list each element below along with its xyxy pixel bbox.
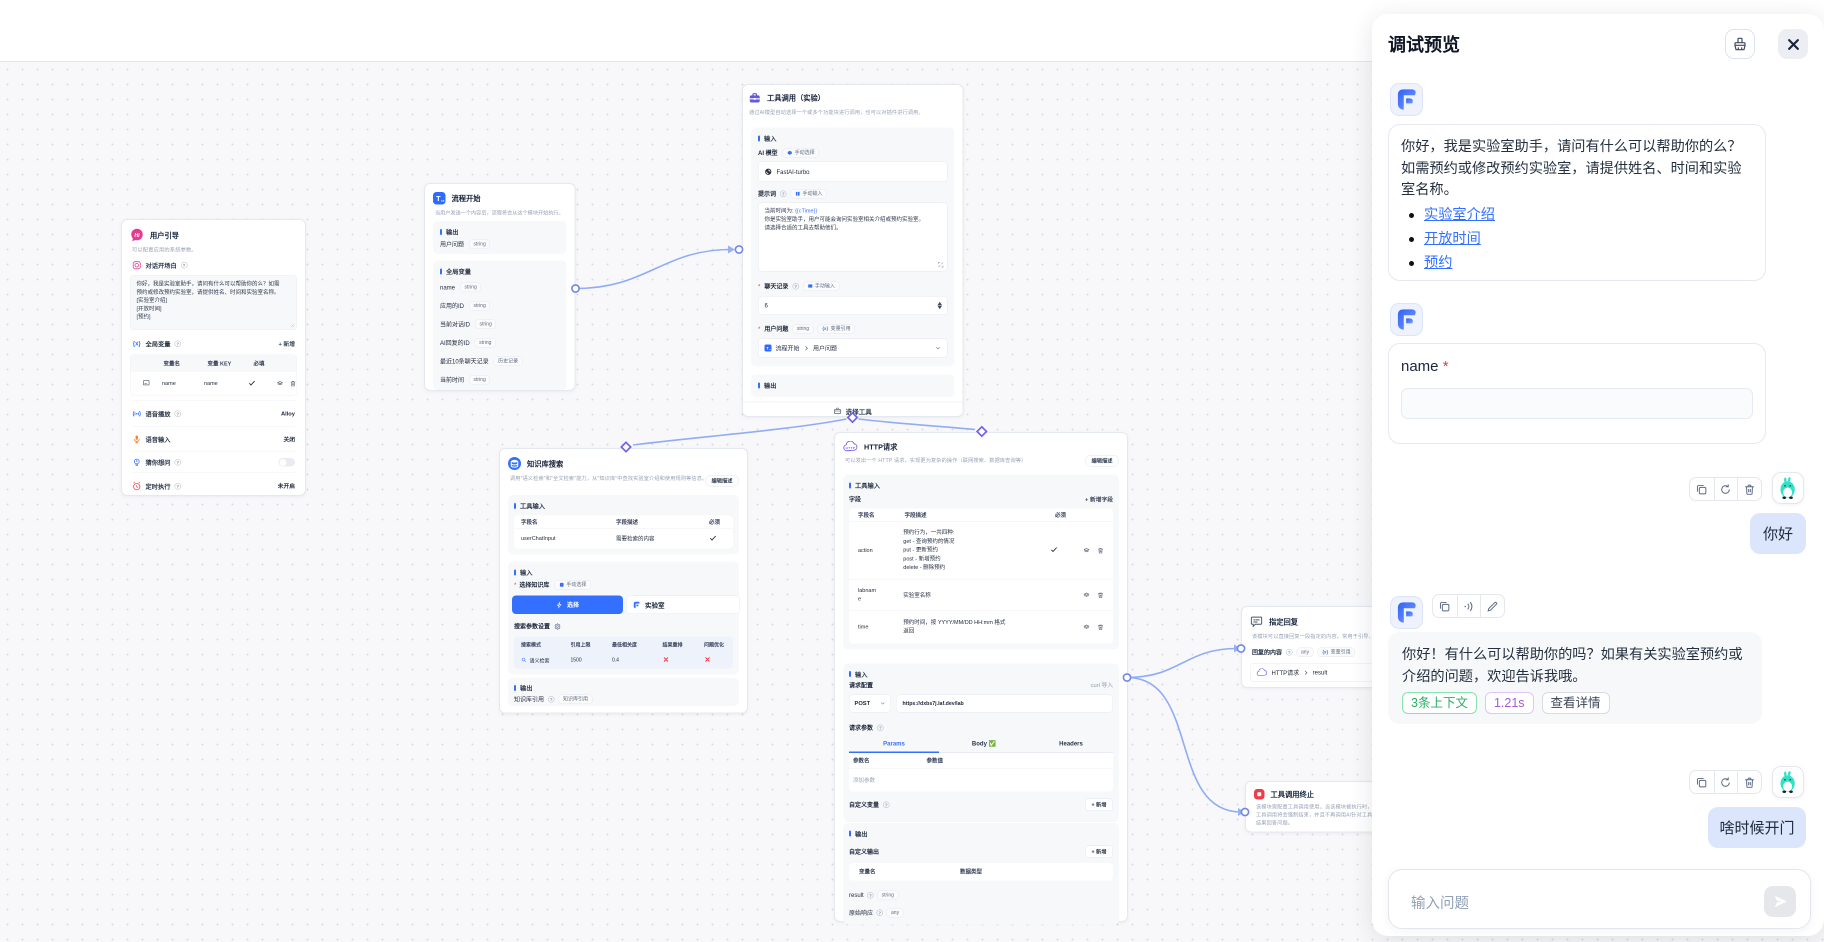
svg-text:{x}: {x}	[822, 326, 828, 331]
svg-text:T: T	[766, 346, 769, 351]
svg-text:T: T	[436, 194, 441, 203]
svg-text:Hi: Hi	[134, 233, 140, 239]
svg-text:{x}: {x}	[1322, 650, 1328, 655]
svg-text:{x}: {x}	[133, 342, 142, 348]
svg-text:HTTP: HTTP	[846, 446, 856, 450]
